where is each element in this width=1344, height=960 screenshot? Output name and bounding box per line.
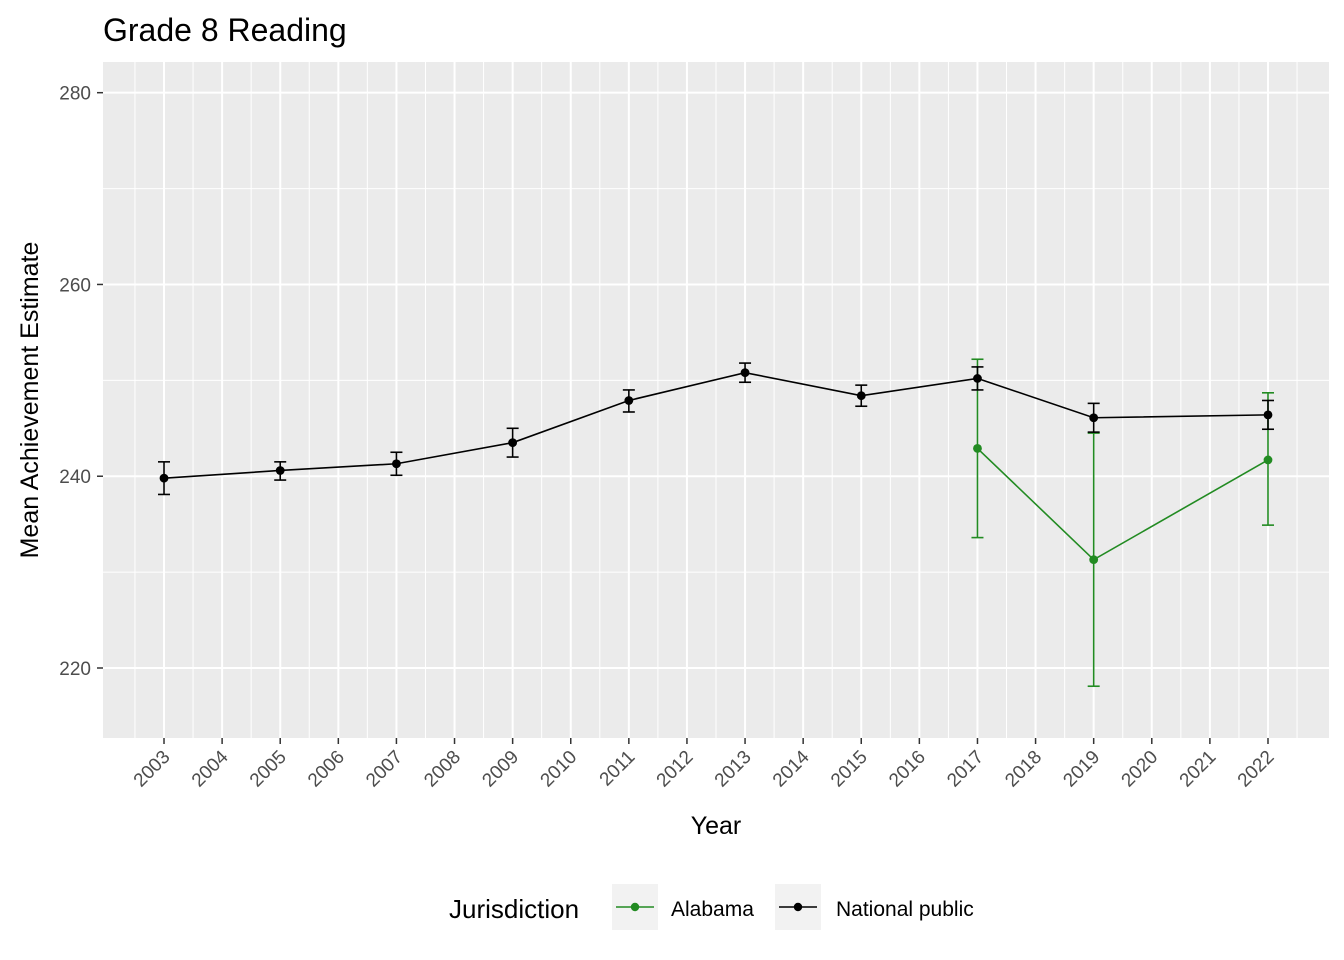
x-tick-label: 2018 bbox=[1001, 747, 1046, 792]
x-tick-label: 2019 bbox=[1059, 747, 1104, 792]
x-tick-label: 2007 bbox=[362, 747, 407, 792]
x-tick-label: 2005 bbox=[246, 747, 291, 792]
y-tick-label: 240 bbox=[59, 467, 91, 488]
x-tick-label: 2009 bbox=[478, 747, 523, 792]
series-line-national-public bbox=[163, 371, 1269, 479]
legend-item-alabama: Alabama bbox=[612, 884, 754, 930]
data-point-national-public-2009 bbox=[508, 438, 518, 448]
data-point-national-public-2013 bbox=[740, 368, 750, 378]
legend-item-national-public: National public bbox=[775, 884, 974, 930]
data-point-national-public-2007 bbox=[392, 459, 401, 469]
data-point-alabama-2017 bbox=[973, 444, 982, 453]
data-point-national-public-2019 bbox=[1089, 413, 1099, 423]
grid-minor bbox=[103, 62, 1329, 738]
data-point-national-public-2005 bbox=[275, 466, 285, 475]
x-tick-label: 2022 bbox=[1234, 747, 1279, 792]
series-layer bbox=[158, 358, 1274, 688]
x-axis: 2003 2004 2005 2006 2007 2008 2009 2010 2011 2012… bbox=[130, 738, 1279, 791]
x-tick-label: 2021 bbox=[1176, 747, 1221, 792]
legend: Jurisdiction Alabama National public bbox=[449, 884, 974, 930]
data-point-national-public-2003 bbox=[159, 473, 169, 483]
y-axis-label: Mean Achievement Estimate bbox=[16, 242, 44, 559]
series-national-public bbox=[158, 362, 1274, 496]
data-point-national-public-2017 bbox=[973, 374, 982, 383]
y-axis: 220 240 260 280 bbox=[59, 84, 103, 680]
legend-key-point-national-public bbox=[793, 902, 803, 912]
x-tick-label: 2010 bbox=[537, 747, 582, 792]
x-tick-label: 2015 bbox=[827, 747, 872, 792]
x-tick-label: 2008 bbox=[420, 747, 465, 792]
legend-label-alabama: Alabama bbox=[671, 898, 754, 921]
y-tick-label: 260 bbox=[59, 275, 91, 296]
x-tick-label: 2014 bbox=[769, 746, 814, 791]
x-tick-label: 2006 bbox=[304, 747, 349, 792]
data-point-national-public-2022 bbox=[1263, 410, 1273, 420]
legend-title: Jurisdiction bbox=[449, 894, 579, 924]
x-tick-label: 2011 bbox=[596, 747, 640, 791]
x-tick-label: 2020 bbox=[1118, 747, 1163, 792]
x-tick-label: 2016 bbox=[885, 747, 930, 792]
x-tick-label: 2017 bbox=[943, 747, 988, 792]
chart-title: Grade 8 Reading bbox=[103, 12, 347, 48]
x-tick-label: 2013 bbox=[711, 747, 756, 792]
y-tick-label: 280 bbox=[59, 84, 91, 105]
legend-label-national-public: National public bbox=[836, 898, 974, 921]
data-point-alabama-2019 bbox=[1089, 555, 1099, 565]
x-tick-label: 2012 bbox=[653, 747, 698, 792]
y-tick-label: 220 bbox=[59, 659, 91, 680]
x-tick-label: 2003 bbox=[130, 747, 175, 792]
data-point-national-public-2015 bbox=[856, 391, 866, 401]
x-axis-label: Year bbox=[691, 812, 742, 840]
x-tick-label: 2004 bbox=[188, 746, 233, 791]
legend-key-point-alabama bbox=[630, 902, 640, 912]
data-point-national-public-2011 bbox=[624, 396, 634, 405]
data-point-alabama-2022 bbox=[1263, 455, 1273, 465]
